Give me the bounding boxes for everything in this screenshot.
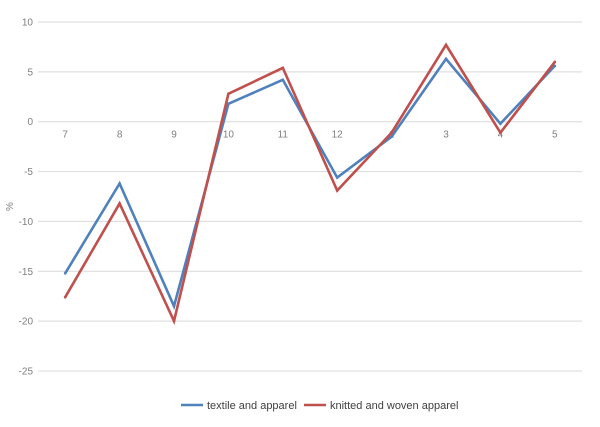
y-tick-label: -5 [24, 167, 33, 178]
x-tick-label: 7 [62, 130, 68, 141]
data-point [63, 295, 67, 299]
data-point [444, 57, 448, 61]
data-point [553, 64, 557, 68]
data-point [444, 43, 448, 47]
x-tick-label: 5 [552, 130, 558, 141]
x-tick-label: 3 [443, 130, 449, 141]
data-point [553, 60, 557, 64]
data-point [390, 135, 393, 138]
series-line-1 [63, 42, 557, 326]
y-tick-label: -15 [19, 267, 34, 278]
data-point [118, 202, 121, 205]
data-point [172, 304, 176, 308]
y-axis-label: % [5, 202, 16, 211]
y-tick-label: -20 [19, 317, 34, 328]
legend-label-1: knitted and woven apparel [330, 400, 458, 412]
legend-label-0: textile and apparel [207, 400, 297, 412]
data-point [281, 78, 285, 82]
y-tick-label: 10 [22, 18, 34, 29]
series-lines [63, 42, 557, 326]
data-point [335, 176, 339, 179]
series-line-0 [63, 56, 557, 311]
x-tick-label: 9 [171, 130, 177, 141]
data-point [172, 319, 176, 323]
x-tick-label: 10 [223, 130, 235, 141]
y-tick-label: -25 [19, 367, 34, 378]
y-tick-label: 0 [27, 117, 33, 128]
data-point [335, 189, 339, 192]
data-point [118, 182, 121, 185]
legend: textile and apparel knitted and woven app… [181, 400, 458, 412]
y-axis-ticks: 10 5 0 -5 -10 -15 -20 -25 [19, 18, 34, 378]
y-tick-label: -10 [19, 217, 34, 228]
x-tick-label: 8 [117, 130, 123, 141]
data-point [390, 131, 393, 134]
grid-lines [38, 21, 582, 372]
x-tick-label: 4 [498, 130, 504, 141]
x-tick-label: 12 [332, 130, 344, 141]
data-point [227, 92, 230, 96]
data-point [499, 122, 502, 126]
y-tick-label: 5 [27, 67, 33, 78]
data-point [281, 66, 285, 70]
data-point [227, 102, 230, 106]
data-point [499, 131, 502, 134]
data-point [63, 271, 67, 275]
x-tick-label: 11 [278, 130, 289, 141]
